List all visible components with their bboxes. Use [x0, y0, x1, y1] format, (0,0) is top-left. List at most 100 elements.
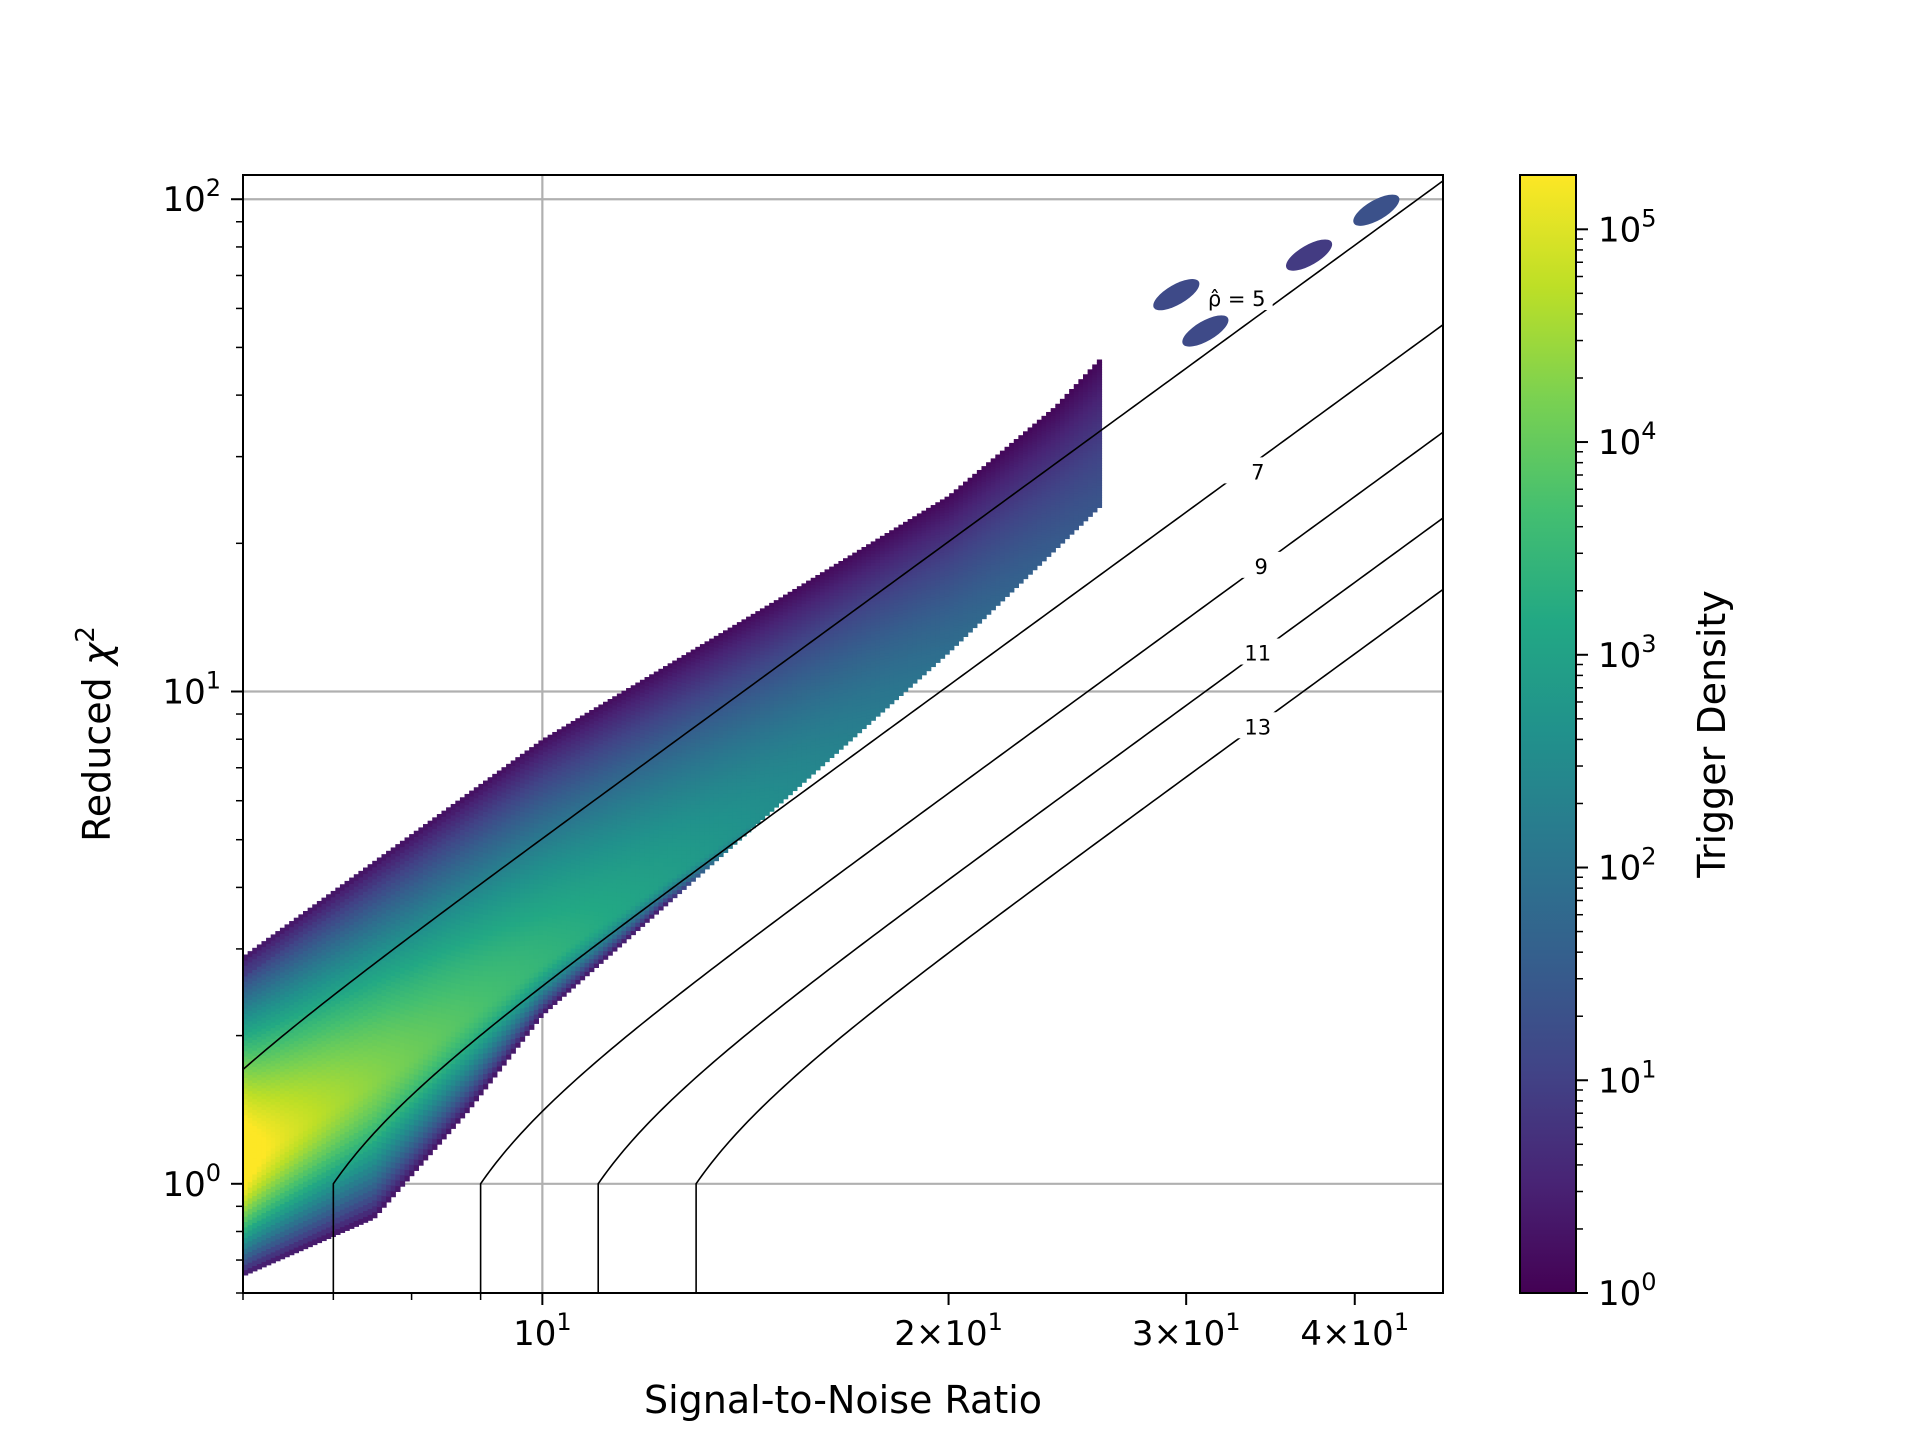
density-cell	[473, 996, 479, 1003]
density-cell	[436, 940, 443, 947]
density-cell	[487, 1062, 493, 1069]
density-cell	[372, 1116, 378, 1124]
density-cell	[515, 781, 521, 787]
density-cell	[616, 701, 623, 707]
density-cell	[330, 908, 336, 915]
density-cell	[427, 1149, 433, 1156]
density-cell	[376, 946, 383, 953]
density-cell	[330, 1057, 336, 1065]
density-cell	[621, 934, 627, 940]
density-cell	[390, 1103, 396, 1110]
density-cell	[556, 923, 563, 929]
density-cell	[344, 939, 350, 946]
density-cell	[579, 759, 586, 765]
density-cell	[303, 1012, 309, 1019]
density-cell	[579, 825, 586, 831]
density-cell	[275, 1095, 281, 1102]
density-cell	[381, 1165, 387, 1173]
density-cell	[349, 1076, 355, 1083]
density-cell	[390, 911, 396, 918]
density-cell	[543, 751, 549, 757]
density-cell	[349, 988, 355, 996]
density-cell	[349, 1134, 355, 1142]
density-cell	[469, 1080, 475, 1087]
density-cell	[446, 839, 452, 846]
density-cell	[473, 1064, 479, 1070]
density-cell	[358, 1024, 364, 1031]
density-cell	[607, 805, 613, 811]
density-cell	[441, 925, 447, 932]
density-cell	[252, 1007, 258, 1013]
density-cell	[423, 868, 429, 876]
density-cell	[556, 747, 563, 753]
density-cell	[381, 918, 387, 926]
density-cell	[603, 701, 609, 707]
density-cell	[376, 934, 383, 941]
density-cell	[303, 1034, 309, 1042]
density-cell	[423, 902, 429, 909]
density-cell	[293, 984, 299, 991]
density-cell	[307, 935, 313, 943]
density-cell	[519, 921, 526, 927]
density-cell	[256, 1057, 263, 1064]
density-cell	[284, 1129, 290, 1136]
density-cell	[519, 911, 526, 918]
density-cell	[593, 815, 599, 821]
density-cell	[303, 1062, 309, 1070]
density-cell	[256, 1014, 263, 1021]
density-cell	[363, 897, 369, 904]
density-cell	[575, 890, 581, 896]
density-cell	[376, 1147, 383, 1154]
density-cell	[473, 1011, 479, 1018]
density-cell	[275, 1117, 281, 1124]
density-cell	[399, 1180, 406, 1187]
density-cell	[335, 910, 341, 918]
density-cell	[612, 895, 618, 901]
density-cell	[464, 916, 470, 922]
density-cell	[441, 920, 447, 927]
density-cell	[496, 970, 503, 977]
density-cell	[543, 934, 549, 940]
density-cell	[441, 870, 447, 877]
density-cell	[427, 865, 433, 872]
density-cell	[316, 1145, 323, 1153]
density-cell	[501, 836, 507, 843]
density-cell	[381, 1030, 387, 1038]
density-cell	[413, 830, 419, 837]
density-cell	[349, 1164, 355, 1171]
density-cell	[547, 780, 553, 786]
density-cell	[339, 1139, 346, 1146]
density-cell	[321, 960, 327, 967]
density-cell	[483, 867, 489, 874]
density-cell	[293, 1180, 299, 1187]
density-cell	[432, 1143, 438, 1150]
density-cell	[612, 815, 618, 820]
density-cell	[519, 1036, 526, 1042]
density-cell	[289, 1226, 295, 1233]
density-cell	[390, 1074, 396, 1081]
density-cell	[616, 828, 623, 834]
density-cell	[538, 1003, 544, 1009]
density-cell	[441, 1111, 447, 1118]
density-cell	[589, 893, 595, 899]
density-cell	[543, 769, 549, 775]
density-cell	[409, 1118, 415, 1125]
density-cell	[621, 770, 627, 776]
density-cell	[243, 1216, 249, 1223]
density-cell	[570, 898, 576, 905]
density-cell	[492, 814, 498, 820]
density-cell	[579, 838, 586, 844]
density-cell	[363, 1127, 369, 1135]
density-cell	[450, 1041, 456, 1048]
density-cell	[339, 1151, 346, 1158]
density-cell	[584, 887, 590, 893]
density-cell	[607, 741, 613, 747]
density-cell	[353, 1161, 359, 1169]
density-cell	[501, 911, 507, 917]
density-cell	[427, 837, 433, 844]
density-cell	[363, 979, 369, 987]
density-cell	[575, 961, 581, 967]
density-cell	[413, 909, 419, 917]
density-cell	[464, 1022, 470, 1029]
density-cell	[353, 1038, 359, 1045]
